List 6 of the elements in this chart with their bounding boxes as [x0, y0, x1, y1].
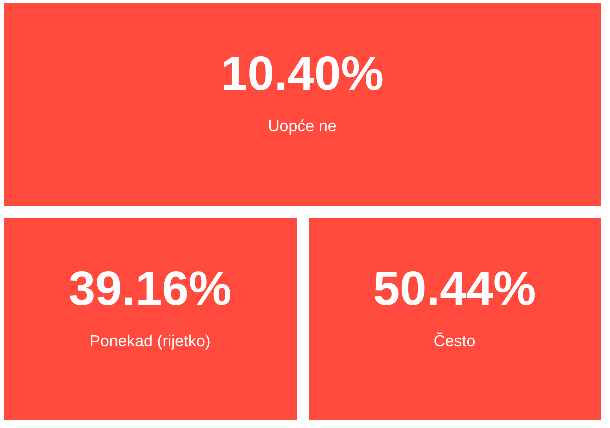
category-label: Ponekad (rijetko) [88, 332, 212, 352]
data-label: 39.16% [68, 262, 233, 316]
data-label: 10.40% [220, 48, 385, 101]
data-label: 50.44% [372, 262, 538, 316]
category-label: Uopće ne [267, 117, 338, 137]
category-label: Često [432, 332, 477, 352]
